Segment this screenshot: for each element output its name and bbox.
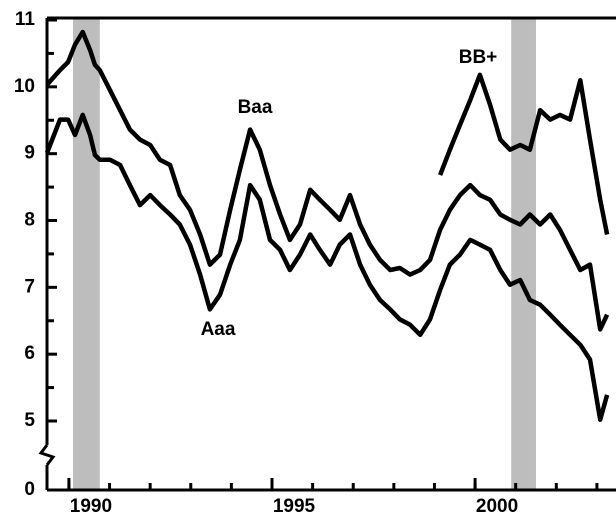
annotation: Baa	[238, 97, 273, 118]
y-tick-label: 0	[24, 479, 35, 500]
axis-break	[38, 444, 56, 466]
annotation: Aaa	[201, 319, 236, 340]
y-tick-label: 9	[24, 143, 35, 164]
series-line	[44, 112, 610, 422]
recession-shading	[72, 18, 100, 490]
x-tick-label: 2000	[476, 496, 518, 517]
y-tick-label: 8	[24, 210, 35, 231]
y-tick-label: 5	[24, 410, 35, 431]
x-tick-label: 1995	[273, 496, 316, 517]
annotation: BB+	[459, 47, 498, 68]
series-line	[438, 72, 610, 235]
y-tick-label: 6	[24, 343, 35, 364]
y-tick-label: 11	[15, 9, 36, 30]
y-tick-label: 10	[14, 76, 35, 97]
recession-shading	[511, 18, 536, 490]
y-tick-label: 7	[24, 276, 35, 297]
x-tick-label: 1990	[70, 496, 112, 517]
series-line	[45, 29, 610, 332]
